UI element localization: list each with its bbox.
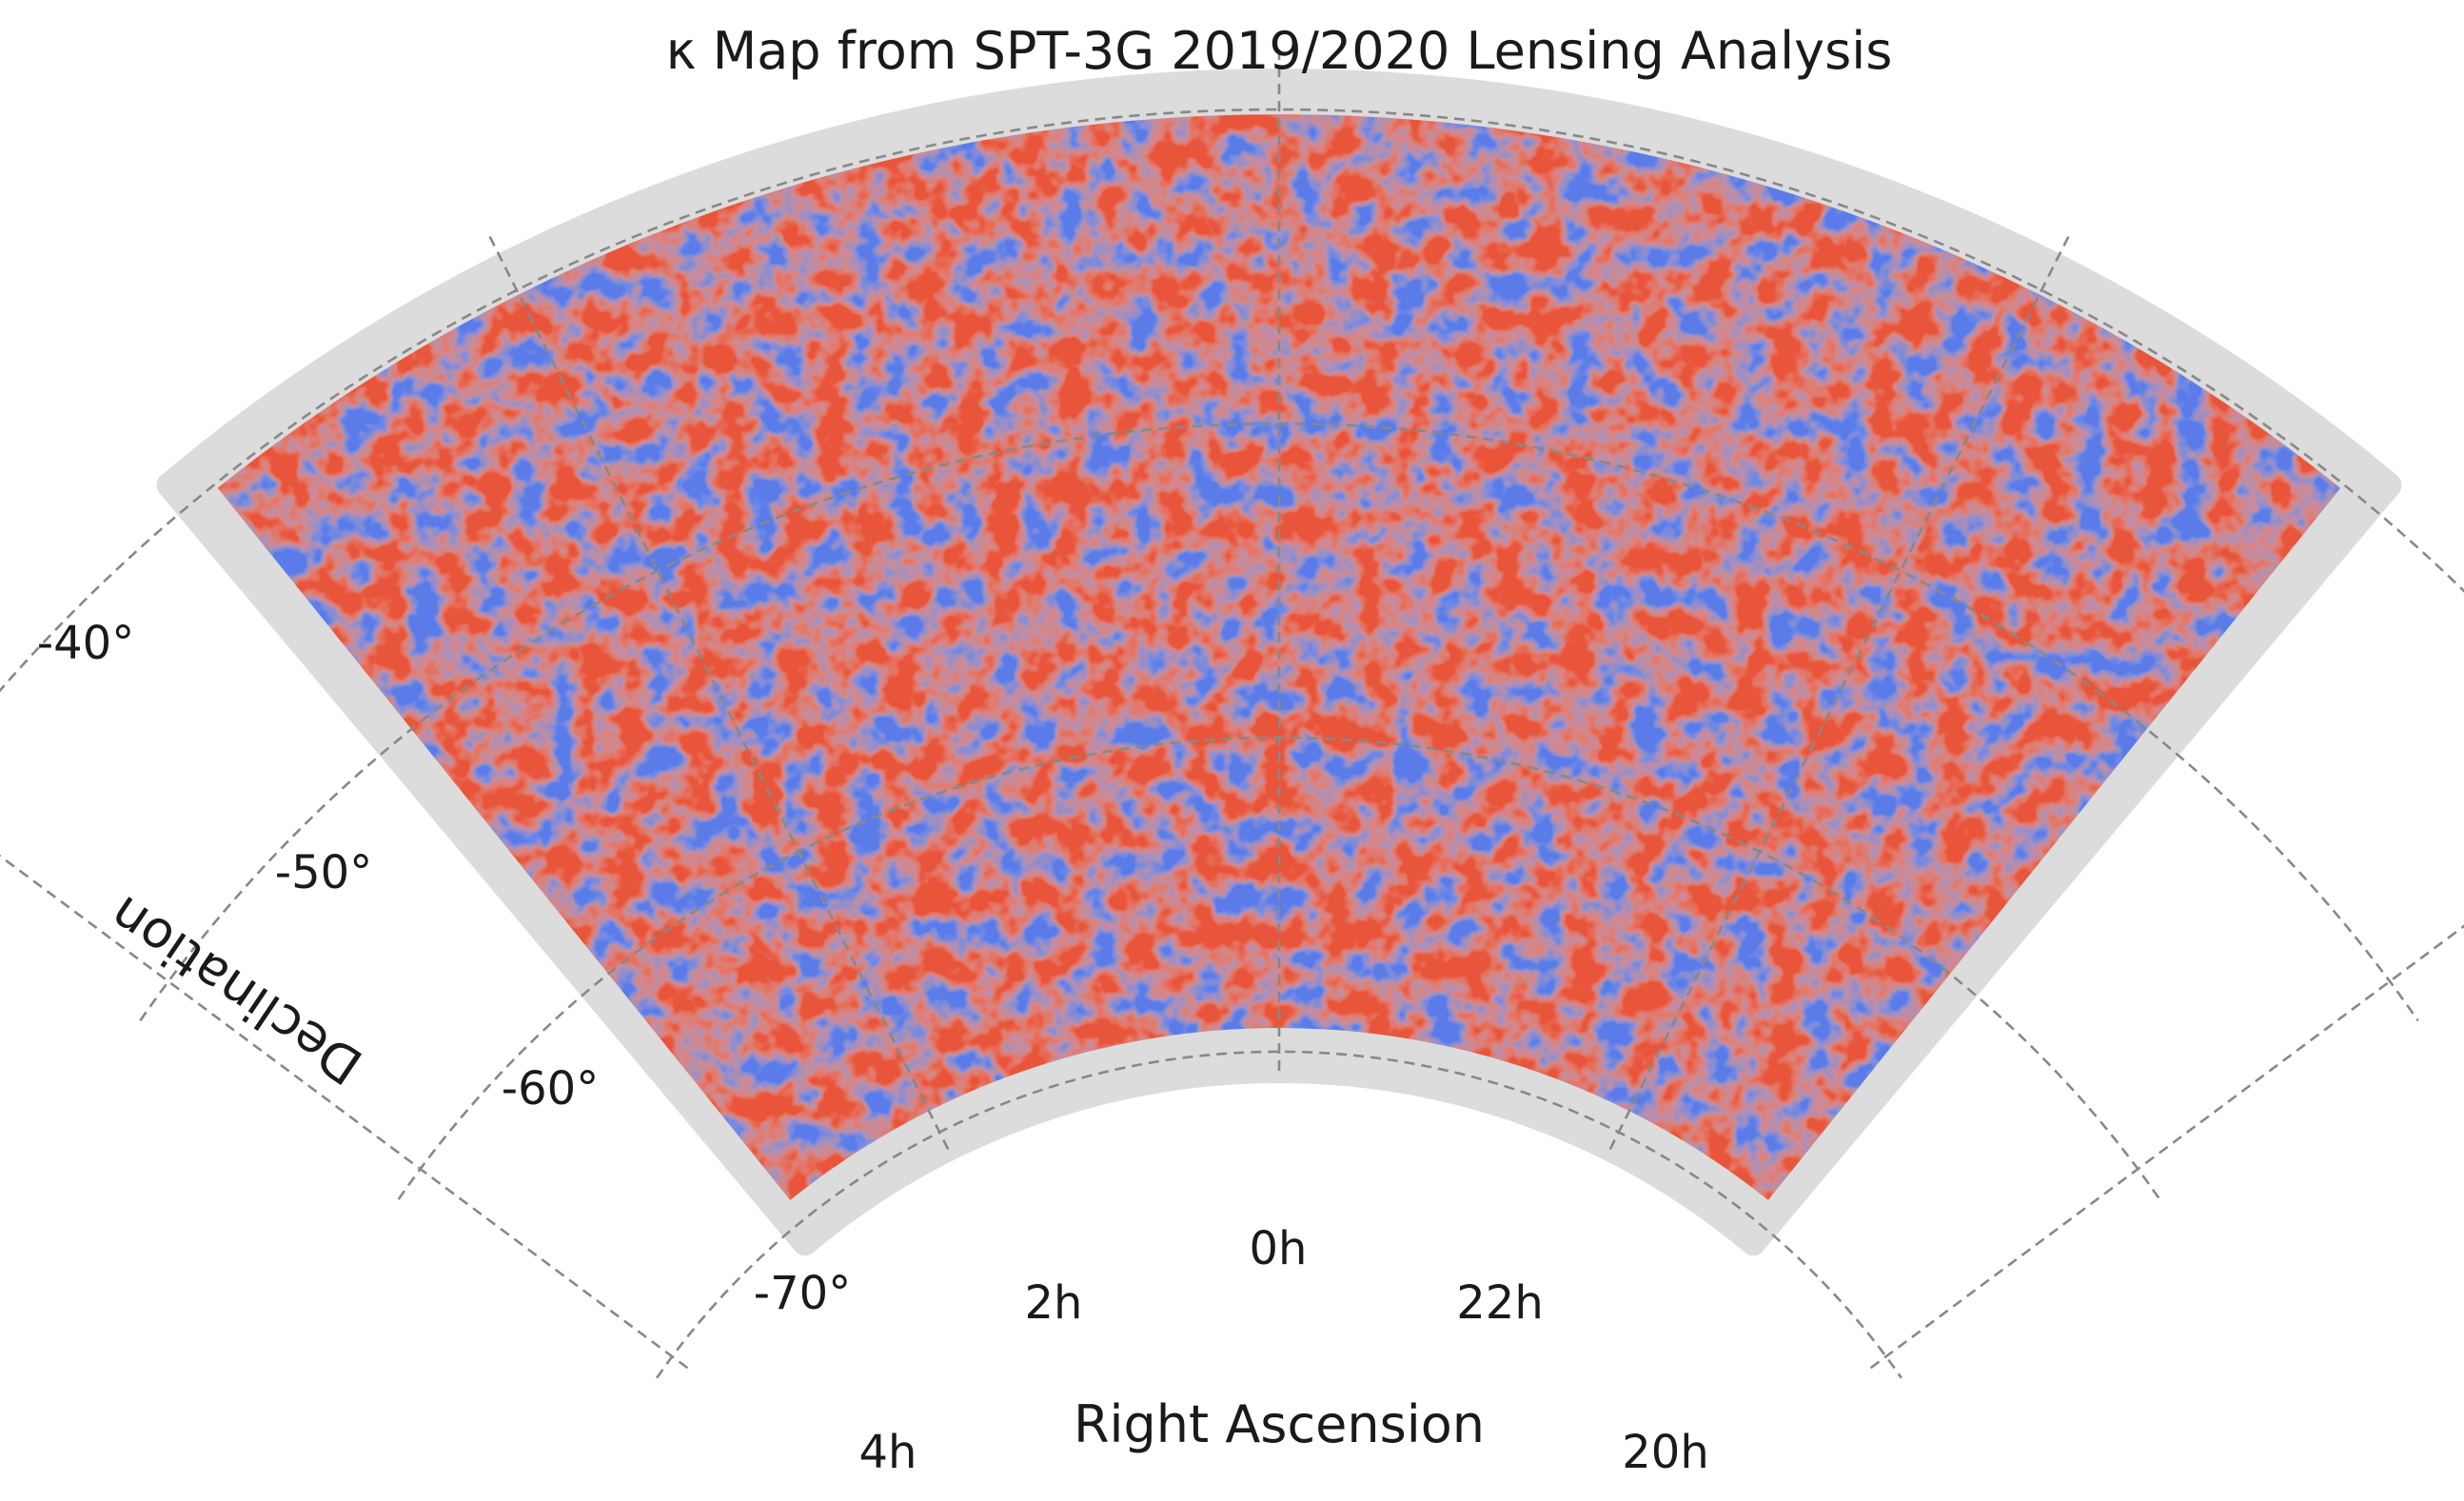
- ra-gridline: [0, 854, 689, 1370]
- ra-tick-label: 4h: [859, 1426, 917, 1479]
- ra-tick-label: 0h: [1250, 1222, 1308, 1275]
- tick-labels: 4h 2h 0h 22h 20h -40° -50° -60° -70°: [37, 617, 1709, 1479]
- y-axis-label: Declination: [99, 884, 373, 1096]
- dec-gridline: [656, 1050, 1902, 1379]
- dec-tick-label: -60°: [502, 1062, 599, 1116]
- ra-tick-label: 22h: [1456, 1276, 1544, 1330]
- ra-tick-label: 20h: [1622, 1426, 1709, 1479]
- x-axis-label: Right Ascension: [1074, 1394, 1485, 1454]
- dec-tick-label: -70°: [754, 1267, 851, 1320]
- ra-tick-label: 2h: [1025, 1276, 1083, 1330]
- dec-tick-label: -50°: [275, 846, 372, 899]
- dec-tick-label: -40°: [37, 617, 134, 670]
- graticule: [0, 43, 2464, 1379]
- ra-gridline: [1869, 924, 2464, 1370]
- dec-gridline: [139, 422, 2419, 1022]
- chart-title: κ Map from SPT-3G 2019/2020 Lensing Anal…: [666, 21, 1893, 81]
